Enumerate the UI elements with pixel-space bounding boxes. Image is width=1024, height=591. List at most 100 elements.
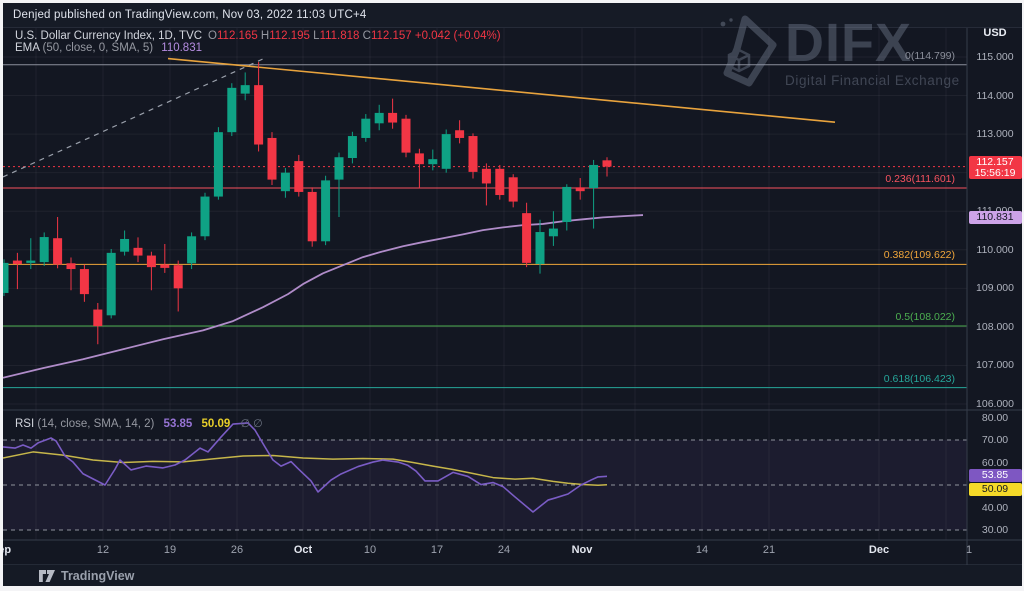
ohlc-key: H [260, 30, 270, 42]
difx-logo-icon [720, 15, 777, 87]
candle-body [133, 247, 143, 256]
ohlc-value: 111.818 [319, 30, 363, 42]
time-tick-label[interactable]: 12 [96, 544, 110, 556]
candle-body [548, 228, 558, 237]
candle-body [294, 161, 304, 192]
ohlc-value: 112.165 [217, 30, 261, 42]
candle-body [187, 236, 197, 264]
rsi-ma-line [3, 451, 608, 486]
candle-body [12, 260, 22, 265]
difx-logo-text: DIFX Digital Financial Exchange [785, 15, 960, 88]
rsi-ma-badge: 50.09 [968, 483, 1022, 497]
time-tick-label[interactable]: Nov [571, 544, 593, 556]
rsi-title[interactable]: RSI [15, 418, 35, 430]
fib-label-0.5: 0.5(108.022) [895, 311, 955, 324]
candle-body [575, 187, 585, 192]
ohlc-value: 112.195 [269, 30, 314, 42]
candle-body [53, 238, 63, 265]
rsi-value-badge: 53.85 [968, 469, 1022, 483]
ema-line [3, 214, 644, 379]
rsi-tick-label[interactable]: 30.00 [981, 524, 1009, 536]
price-tick-label[interactable]: 114.000 [976, 89, 1014, 102]
rsi-legend-row[interactable]: RSI (14, close, SMA, 14, 2) 53.85 50.09 … [15, 417, 263, 430]
rsi-ma-value: 50.09 [201, 418, 231, 430]
time-tick-label[interactable]: 19 [163, 544, 177, 556]
candle-body [213, 132, 223, 197]
candle-body [267, 137, 277, 180]
time-tick-label[interactable]: 10 [363, 544, 377, 556]
candle-body [428, 159, 438, 165]
candle-body [522, 213, 532, 263]
candle-body [401, 118, 411, 153]
candle-body [120, 238, 130, 252]
price-tick-label[interactable]: 107.000 [976, 359, 1014, 372]
last-price-value: 112.157 [976, 155, 1014, 168]
last-price-badge: 112.157 15:56:19 [968, 155, 1022, 179]
ohlc-values: O112.165 H112.195 L111.818 C112.157 [208, 30, 415, 42]
candle-body [160, 264, 170, 268]
symbol-legend-row[interactable]: U.S. Dollar Currency Index, 1D, TVC O112.… [15, 30, 501, 42]
rsi-tick-label[interactable]: 60.00 [981, 456, 1009, 469]
candle-body [3, 262, 9, 293]
change-value: +0.042 (+0.04%) [414, 30, 501, 42]
difx-name: DIFX [785, 13, 913, 73]
candle-body [93, 309, 103, 327]
time-tick-label[interactable]: 24 [497, 544, 511, 556]
candle-body [347, 136, 357, 159]
candle-body [481, 168, 491, 184]
symbol-title[interactable]: U.S. Dollar Currency Index, 1D, TVC [15, 30, 203, 42]
candle-body [441, 134, 451, 169]
fib-label-0.382: 0.382(109.622) [883, 249, 955, 262]
fib-label-0: 0(114.799) [904, 49, 955, 62]
candle-body [388, 112, 398, 123]
ema-legend-row[interactable]: EMA (50, close, 0, SMA, 5) 110.831 [15, 42, 202, 54]
difx-subtitle: Digital Financial Exchange [785, 73, 960, 88]
candle-body [495, 168, 505, 196]
candle-body [321, 180, 331, 242]
candle-body [414, 153, 424, 165]
candle-body [227, 87, 237, 133]
candle-body [79, 269, 89, 295]
price-tick-label[interactable]: 109.000 [976, 282, 1014, 295]
rsi-args: (14, close, SMA, 14, 2) [37, 418, 155, 430]
ema-args: (50, close, 0, SMA, 5) [42, 42, 154, 54]
tradingview-logo-icon[interactable] [39, 569, 55, 583]
price-tick-label[interactable]: 110.000 [976, 243, 1014, 256]
candle-body [374, 112, 384, 124]
time-tick-label[interactable]: Oct [293, 544, 313, 556]
candle-body [334, 157, 344, 180]
time-tick-label[interactable]: 21 [762, 544, 776, 556]
price-plot-area[interactable] [3, 3, 1022, 586]
rsi-tick-label[interactable]: 70.00 [981, 434, 1009, 446]
time-tick-label[interactable]: 26 [230, 544, 244, 556]
time-tick-label[interactable]: Dec [868, 544, 890, 556]
rsi-tick-label[interactable]: 80.00 [981, 411, 1009, 424]
candle-body [173, 265, 183, 289]
ema-title[interactable]: EMA [15, 42, 40, 54]
ohlc-key: C [362, 30, 371, 42]
candle-body [361, 118, 371, 138]
candle-body [455, 130, 465, 138]
rsi-line [3, 422, 608, 513]
price-tick-label[interactable]: 113.000 [976, 128, 1014, 141]
trendline-solid [167, 57, 836, 123]
price-tick-label[interactable]: 106.000 [976, 397, 1014, 410]
time-tick-label[interactable]: Sep [3, 544, 12, 556]
price-tick-label[interactable]: 115.000 [976, 51, 1014, 63]
time-tick-label[interactable]: 14 [695, 544, 709, 556]
trendline-dashed [3, 58, 264, 178]
candle-body [254, 85, 264, 145]
rsi-tick-label[interactable]: 40.00 [981, 501, 1009, 514]
price-tick-label[interactable]: 108.000 [976, 320, 1014, 333]
rsi-hide-icons[interactable]: ∅ ∅ [240, 418, 263, 430]
candle-body [589, 164, 599, 189]
tradingview-brand[interactable]: TradingView [61, 569, 135, 583]
candle-body [66, 263, 76, 270]
time-tick-label[interactable]: 1 [965, 544, 973, 556]
ema-value: 110.831 [161, 42, 202, 54]
footer-bar: TradingView [3, 565, 1022, 586]
time-tick-label[interactable]: 17 [430, 544, 444, 556]
currency-label: USD [983, 27, 1007, 39]
candle-body [307, 191, 317, 242]
